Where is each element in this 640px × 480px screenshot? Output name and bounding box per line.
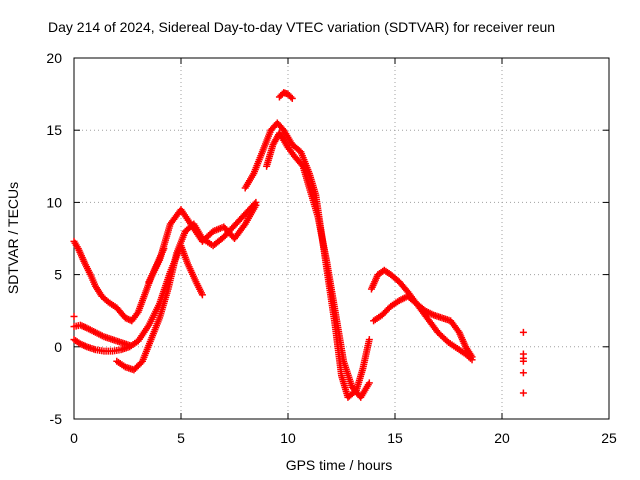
x-tick-label: 20 (494, 430, 510, 446)
data-point-marker (519, 328, 527, 336)
ticks-layer (73, 57, 610, 420)
y-axis-label: SDTVAR / TECUs (5, 182, 21, 294)
data-point-marker (365, 336, 373, 344)
x-tick-label: 15 (387, 430, 403, 446)
data-point-marker (519, 389, 527, 397)
y-tick-label: 5 (54, 267, 62, 283)
data-point-marker (468, 356, 476, 364)
series-track-5 (145, 201, 260, 286)
y-tick-label: 0 (54, 339, 62, 355)
data-point-marker (70, 312, 78, 320)
data-point-marker (198, 291, 206, 299)
data-point-marker (519, 369, 527, 377)
series-track-12 (70, 312, 78, 320)
x-tick-labels: 0 5 10 15 20 25 (70, 430, 617, 446)
x-tick-label: 0 (70, 430, 78, 446)
data-points-layer (70, 89, 527, 401)
data-point-marker (252, 201, 260, 209)
chart-title: Day 214 of 2024, Sidereal Day-to-day VTE… (48, 19, 555, 35)
y-tick-label: 20 (46, 50, 62, 66)
y-tick-labels: -5 0 5 10 15 20 (46, 50, 62, 427)
y-tick-label: 15 (46, 122, 62, 138)
x-axis-label: GPS time / hours (286, 457, 393, 473)
data-point-marker (288, 94, 296, 102)
data-point-marker (365, 379, 373, 387)
y-tick-label: 10 (46, 194, 62, 210)
series-track-8 (275, 89, 296, 102)
series-track-7 (263, 129, 373, 401)
series-track-6 (241, 119, 373, 401)
series-track-11 (519, 328, 527, 397)
y-tick-label: -5 (50, 411, 63, 427)
series-track-4 (113, 198, 260, 374)
series-track-3 (70, 242, 206, 355)
x-tick-label: 10 (280, 430, 296, 446)
series-track-10 (370, 292, 476, 364)
data-point-marker (519, 357, 527, 365)
data-point-marker (287, 93, 295, 101)
x-tick-label: 25 (601, 430, 617, 446)
x-tick-label: 5 (177, 430, 185, 446)
